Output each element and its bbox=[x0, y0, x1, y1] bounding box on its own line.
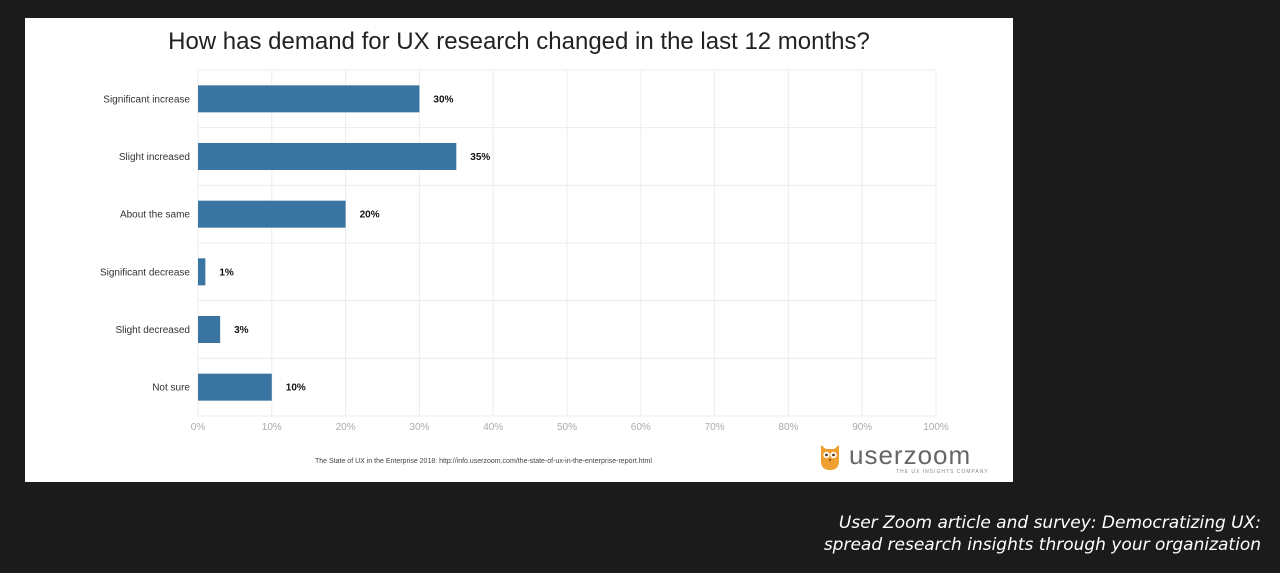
data-label: 30% bbox=[433, 94, 453, 105]
data-label: 1% bbox=[219, 267, 234, 278]
data-label: 20% bbox=[360, 210, 380, 221]
x-tick-label: 10% bbox=[262, 422, 282, 433]
logo-wordmark: userzoom bbox=[849, 440, 972, 470]
source-note: The State of UX in the Enterprise 2018: … bbox=[315, 458, 652, 465]
category-label: About the same bbox=[120, 210, 190, 221]
bar bbox=[198, 200, 346, 228]
x-tick-label: 40% bbox=[483, 422, 503, 433]
data-label: 35% bbox=[470, 152, 490, 163]
x-tick-label: 0% bbox=[191, 422, 206, 433]
x-tick-label: 50% bbox=[557, 422, 577, 433]
category-label: Slight increased bbox=[119, 152, 190, 163]
slide-caption: User Zoom article and survey: Democratiz… bbox=[824, 512, 1261, 556]
category-label: Slight decreased bbox=[116, 325, 191, 336]
bar bbox=[198, 316, 221, 343]
x-tick-label: 90% bbox=[852, 422, 872, 433]
category-label: Not sure bbox=[152, 383, 190, 394]
userzoom-logo: userzoom THE UX INSIGHTS COMPANY bbox=[819, 440, 988, 475]
bar-chart: 0% 10% 20% 30% 40% 50% 60% 70% 80% 90% 100% Signifi… bbox=[100, 69, 949, 433]
x-tick-label: 30% bbox=[409, 422, 429, 433]
data-label: 10% bbox=[286, 383, 306, 394]
bar bbox=[198, 143, 457, 170]
logo-tagline: THE UX INSIGHTS COMPANY bbox=[896, 469, 989, 475]
bar bbox=[198, 85, 420, 113]
x-tick-label: 60% bbox=[631, 422, 651, 433]
chart-title: How has demand for UX research changed i… bbox=[168, 28, 870, 55]
x-tick-label: 20% bbox=[336, 422, 356, 433]
slide-card: How has demand for UX research changed i… bbox=[25, 18, 1013, 482]
data-label: 3% bbox=[234, 325, 249, 336]
owl-icon bbox=[821, 444, 839, 470]
bar bbox=[198, 373, 272, 401]
caption-line-2: spread research insights through your or… bbox=[823, 535, 1261, 555]
category-label: Significant decrease bbox=[100, 267, 190, 278]
caption-line-1: User Zoom article and survey: Democratiz… bbox=[838, 513, 1261, 533]
x-tick-label: 100% bbox=[923, 422, 949, 433]
category-label: Significant increase bbox=[103, 94, 190, 105]
bar bbox=[198, 258, 206, 286]
x-tick-label: 80% bbox=[778, 422, 798, 433]
x-tick-label: 70% bbox=[705, 422, 725, 433]
